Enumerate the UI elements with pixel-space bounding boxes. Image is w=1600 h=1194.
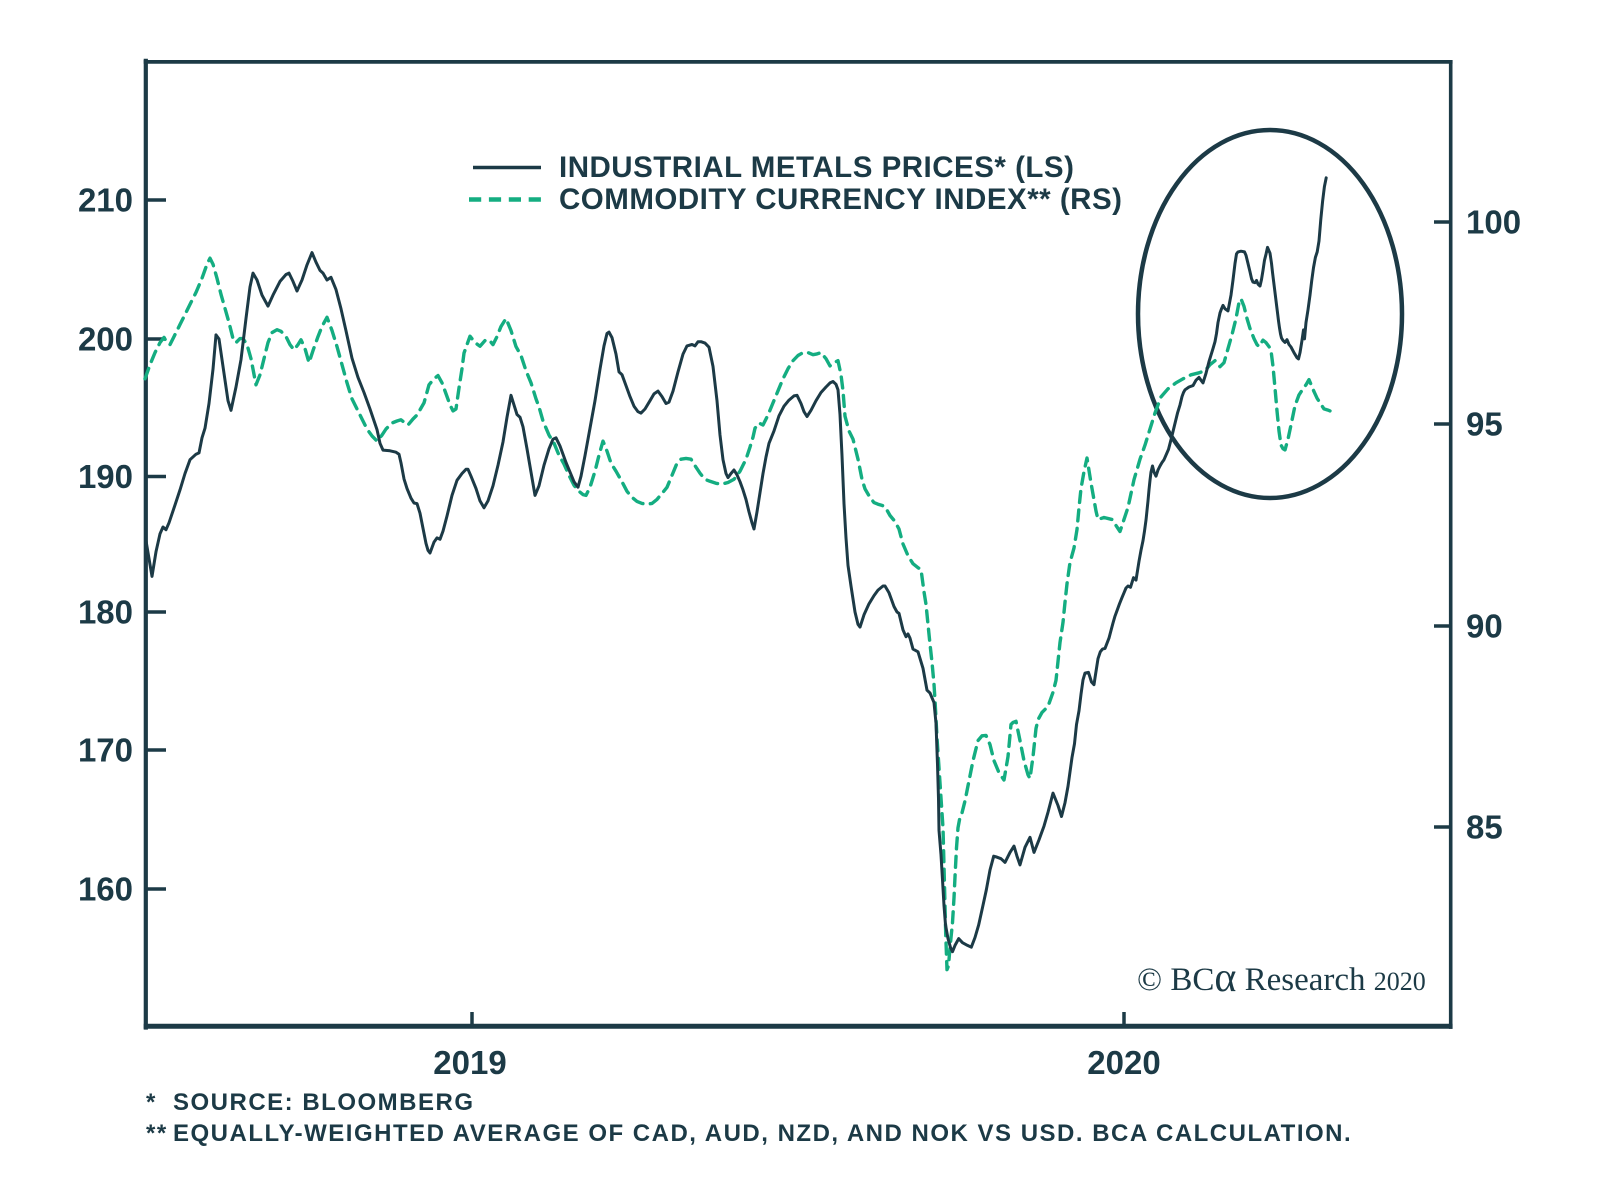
svg-text:*: * bbox=[146, 1089, 157, 1116]
svg-text:SOURCE: BLOOMBERG: SOURCE: BLOOMBERG bbox=[173, 1089, 475, 1116]
svg-text:EQUALLY-WEIGHTED AVERAGE OF CA: EQUALLY-WEIGHTED AVERAGE OF CAD, AUD, NZ… bbox=[173, 1120, 1352, 1147]
svg-text:170: 170 bbox=[78, 732, 133, 769]
svg-text:2020: 2020 bbox=[1087, 1044, 1160, 1081]
svg-text:100: 100 bbox=[1466, 204, 1521, 241]
svg-text:COMMODITY CURRENCY INDEX** (RS: COMMODITY CURRENCY INDEX** (RS) bbox=[559, 183, 1122, 216]
svg-text:190: 190 bbox=[78, 458, 133, 495]
svg-text:**: ** bbox=[146, 1120, 168, 1147]
svg-text:210: 210 bbox=[78, 182, 133, 219]
svg-text:85: 85 bbox=[1466, 809, 1503, 846]
svg-text:95: 95 bbox=[1466, 406, 1503, 443]
svg-text:160: 160 bbox=[78, 871, 133, 908]
svg-text:180: 180 bbox=[78, 594, 133, 631]
svg-text:2019: 2019 bbox=[433, 1044, 506, 1081]
svg-text:INDUSTRIAL METALS PRICES* (LS): INDUSTRIAL METALS PRICES* (LS) bbox=[559, 151, 1074, 184]
svg-text:200: 200 bbox=[78, 321, 133, 358]
svg-text:90: 90 bbox=[1466, 608, 1503, 645]
